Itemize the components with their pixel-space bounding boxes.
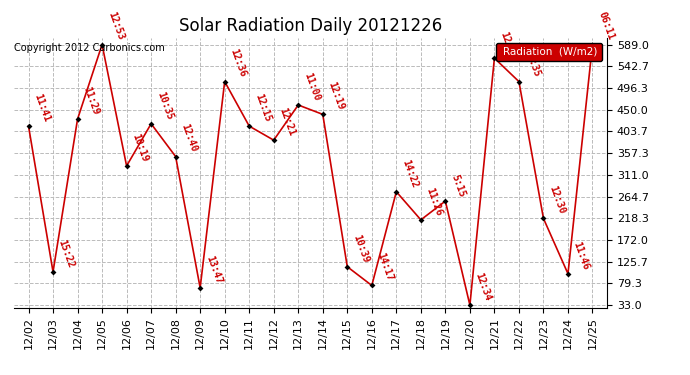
Text: 11:35: 11:35 [522,48,542,79]
Text: 12:40: 12:40 [179,123,199,154]
Text: 12:?: 12:? [498,30,515,56]
Text: 12:19: 12:19 [326,81,346,112]
Text: 12:34: 12:34 [473,272,493,302]
Text: 5:15: 5:15 [449,173,466,198]
Text: 11:26: 11:26 [424,186,444,217]
Text: 12:36: 12:36 [228,48,248,79]
Text: 15:22: 15:22 [57,238,76,269]
Text: 10:39: 10:39 [351,233,371,264]
Title: Solar Radiation Daily 20121226: Solar Radiation Daily 20121226 [179,16,442,34]
Text: 06:11: 06:11 [596,11,615,42]
Text: 12:15: 12:15 [253,92,273,123]
Text: 12:21: 12:21 [277,106,297,137]
Text: 12:30: 12:30 [547,184,566,216]
Text: 11:41: 11:41 [32,92,52,123]
Legend: Radiation  (W/m2): Radiation (W/m2) [496,43,602,61]
Text: 13:47: 13:47 [204,254,224,285]
Text: Copyright 2012 Carbonics.com: Copyright 2012 Carbonics.com [14,43,164,53]
Text: 10:35: 10:35 [155,90,175,121]
Text: 14:22: 14:22 [400,158,420,189]
Text: 12:53: 12:53 [106,11,125,42]
Text: 11:29: 11:29 [81,85,101,116]
Text: 10:19: 10:19 [130,132,150,163]
Text: 11:00: 11:00 [302,71,322,102]
Text: 14:17: 14:17 [375,252,395,283]
Text: 11:46: 11:46 [571,240,591,271]
